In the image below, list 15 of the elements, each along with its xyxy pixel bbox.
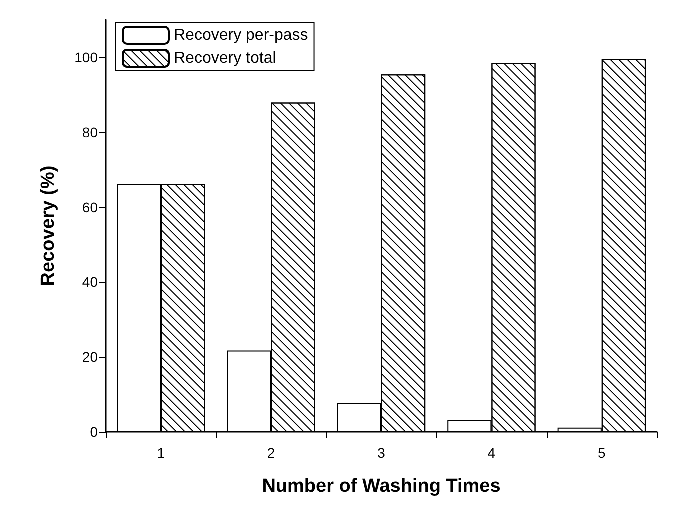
y-tick-label: 80 — [82, 124, 98, 140]
x-tick-label: 4 — [488, 445, 496, 461]
x-tick-label: 1 — [157, 445, 166, 461]
y-axis-title: Recovery (%) — [38, 166, 59, 286]
y-tick-label: 0 — [90, 424, 98, 440]
x-tick-label: 5 — [598, 445, 606, 461]
legend-label: Recovery total — [174, 50, 276, 67]
y-tick-label: 40 — [82, 274, 98, 290]
y-tick-label: 20 — [82, 349, 98, 366]
legend-label: Recovery per-pass — [174, 27, 308, 44]
y-tick-label: 60 — [82, 199, 98, 216]
x-tick-label: 2 — [267, 445, 276, 461]
x-tick-label: 3 — [378, 445, 386, 461]
y-tick-label: 100 — [74, 49, 98, 66]
x-axis-title: Number of Washing Times — [262, 476, 501, 497]
